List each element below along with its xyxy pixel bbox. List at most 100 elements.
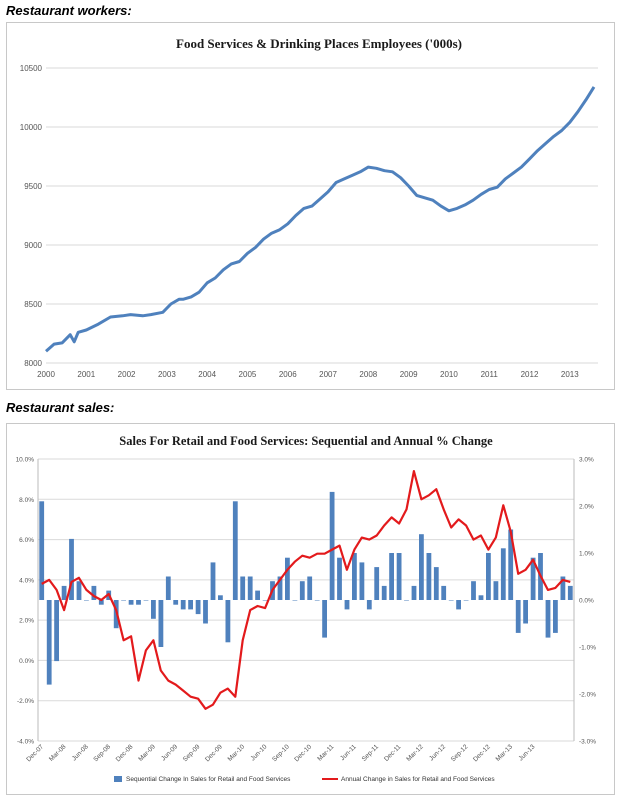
sequential-bar: [128, 600, 134, 605]
sequential-bar: [218, 595, 223, 600]
y-right-tick-label: 3.0%: [579, 457, 594, 464]
y-right-tick-label: -3.0%: [579, 739, 596, 746]
y-tick-label: 8000: [24, 359, 42, 368]
sequential-bar: [500, 548, 506, 600]
x-tick-label: 2008: [359, 370, 377, 379]
chart-frame: [6, 423, 615, 795]
sequential-bar: [426, 553, 432, 600]
sequential-bar: [195, 600, 201, 615]
sequential-bar: [389, 553, 394, 600]
sequential-bar: [307, 576, 313, 600]
sequential-bar: [463, 600, 469, 601]
sequential-bar: [203, 600, 208, 624]
sequential-bar: [255, 590, 260, 600]
sequential-bar: [143, 600, 149, 601]
y-right-tick-label: -1.0%: [579, 645, 596, 652]
y-left-tick-label: 6.0%: [19, 537, 34, 544]
sequential-bar: [84, 600, 89, 601]
sequential-bar: [225, 600, 231, 643]
sequential-bar: [188, 600, 193, 610]
y-left-tick-label: 8.0%: [19, 497, 34, 504]
x-tick-label: 2005: [239, 370, 257, 379]
sequential-bar: [344, 600, 350, 610]
x-tick-label: 2013: [561, 370, 579, 379]
x-tick-label: 2001: [77, 370, 95, 379]
y-tick-label: 9500: [24, 182, 42, 191]
employees-series-line: [45, 86, 596, 353]
y-left-tick-label: 4.0%: [19, 577, 34, 584]
sequential-bar: [329, 491, 335, 600]
sequential-bar: [545, 600, 551, 638]
annual-change-line: [41, 470, 571, 710]
y-left-tick-label: -2.0%: [17, 698, 34, 705]
sequential-bar: [69, 538, 74, 600]
sequential-bar: [180, 600, 186, 610]
sequential-bar: [292, 600, 298, 601]
sequential-bar: [381, 585, 387, 600]
sequential-bar: [478, 595, 484, 600]
sequential-bar: [39, 501, 45, 600]
y-tick-label: 9000: [24, 241, 42, 250]
sequential-bar: [366, 600, 372, 610]
sequential-bar: [165, 576, 171, 600]
sequential-bar: [151, 600, 156, 619]
sequential-bar: [396, 553, 402, 600]
sequential-bar: [247, 576, 253, 600]
sequential-bar: [262, 600, 268, 601]
sequential-bar: [54, 600, 59, 662]
sequential-bar: [359, 562, 365, 600]
x-tick-label: 2000: [37, 370, 55, 379]
sequential-bar: [240, 576, 246, 600]
sequential-bar: [560, 576, 566, 600]
sequential-bar: [553, 600, 558, 633]
sequential-bar: [411, 585, 417, 600]
sequential-bar: [91, 585, 97, 600]
sequential-bar: [61, 585, 67, 600]
y-tick-label: 10000: [20, 123, 43, 132]
x-tick-label: 2002: [118, 370, 136, 379]
sequential-bar: [419, 534, 424, 600]
sales-chart: Sales For Retail and Food Services: Sequ…: [6, 423, 615, 795]
y-right-tick-label: 1.0%: [579, 551, 594, 558]
sequential-bar: [314, 600, 320, 601]
sequential-bar: [448, 600, 454, 601]
sequential-bar: [456, 600, 461, 610]
sequential-bar: [515, 600, 521, 633]
x-tick-label: 2007: [319, 370, 337, 379]
y-tick-label: 10500: [20, 64, 43, 73]
caption-workers: Restaurant workers:: [6, 3, 132, 18]
x-tick-label: 2012: [521, 370, 539, 379]
sequential-bar: [523, 600, 528, 624]
x-tick-label: 2011: [481, 370, 499, 379]
sequential-bar: [486, 553, 491, 600]
x-tick-label: 2003: [158, 370, 176, 379]
sequential-bar: [493, 581, 499, 600]
x-tick-label: 2009: [400, 370, 418, 379]
legend-swatch-sequential: [114, 776, 122, 782]
sequential-bar: [136, 600, 141, 605]
caption-sales: Restaurant sales:: [6, 400, 115, 415]
sequential-bar: [352, 553, 357, 600]
x-tick-label: 2004: [198, 370, 216, 379]
sequential-bar: [285, 557, 290, 600]
sequential-bar: [441, 585, 447, 600]
chart-title: Sales For Retail and Food Services: Sequ…: [119, 434, 493, 448]
y-right-tick-label: -2.0%: [579, 692, 596, 699]
y-left-tick-label: 10.0%: [16, 457, 35, 464]
legend-label-annual: Annual Change in Sales for Retail and Fo…: [341, 776, 495, 783]
sequential-bar: [173, 600, 179, 605]
chart-title: Food Services & Drinking Places Employee…: [176, 36, 462, 51]
sequential-bar: [98, 600, 104, 605]
sequential-bar: [158, 600, 164, 647]
sequential-bar: [471, 581, 476, 600]
y-tick-label: 8500: [24, 300, 42, 309]
sequential-bar: [404, 600, 409, 601]
y-right-tick-label: 2.0%: [579, 504, 594, 511]
legend: Sequential Change In Sales for Retail an…: [114, 776, 495, 783]
sequential-bar: [530, 557, 536, 600]
y-left-tick-label: 0.0%: [19, 658, 34, 665]
sequential-bar: [210, 562, 216, 600]
sequential-bar: [76, 581, 82, 600]
sequential-bar: [337, 557, 342, 600]
legend-label-sequential: Sequential Change In Sales for Retail an…: [126, 776, 291, 783]
